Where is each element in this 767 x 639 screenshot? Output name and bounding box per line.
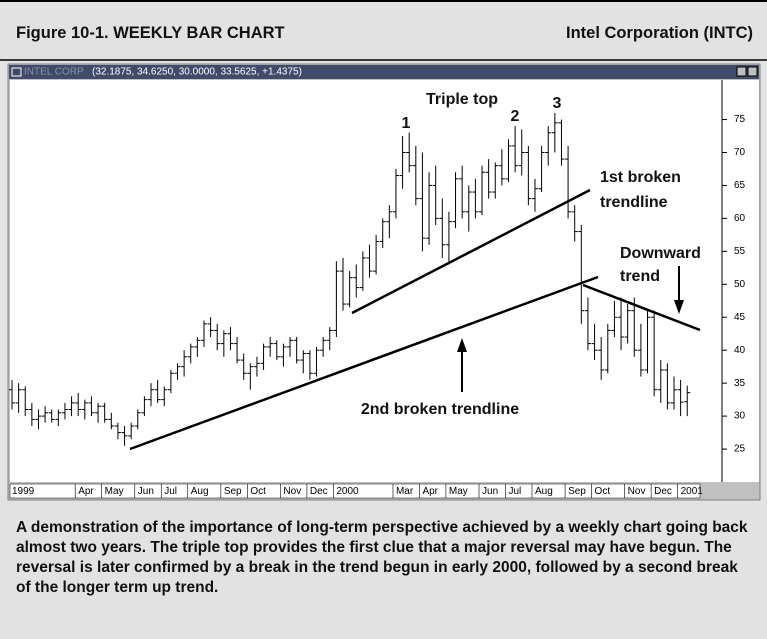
x-tick-label: Apr [422, 486, 438, 497]
x-tick-label: Sep [224, 486, 242, 497]
trendline [351, 188, 591, 315]
plot-area [10, 80, 722, 482]
y-tick-label: 30 [734, 411, 746, 422]
x-tick-label: Apr [78, 486, 94, 497]
x-tick-label: Mar [396, 486, 414, 497]
y-tick-label: 45 [734, 312, 746, 323]
window-button[interactable] [736, 66, 747, 77]
x-tick-label: May [449, 486, 468, 497]
x-tick-label: Jun [482, 486, 498, 497]
annotation: Downward [620, 245, 701, 262]
x-axis-area [9, 483, 701, 499]
y-axis-area [722, 80, 759, 482]
annotation: trendline [600, 194, 668, 211]
x-tick-label: Dec [654, 486, 672, 497]
annotation: 1 [402, 115, 411, 132]
company-title: Intel Corporation (INTC) [566, 24, 753, 42]
x-tick-label: Dec [310, 486, 328, 497]
x-tick-label: Nov [628, 486, 646, 497]
annotation: Triple top [426, 91, 498, 108]
x-tick-label: 1999 [12, 486, 35, 497]
x-tick-label: Sep [568, 486, 586, 497]
y-tick-label: 40 [734, 345, 746, 356]
x-tick-label: Jun [138, 486, 154, 497]
window [7, 63, 761, 501]
arrow-head [457, 338, 467, 352]
window-button[interactable] [747, 66, 758, 77]
y-tick-label: 50 [734, 279, 746, 290]
y-tick-label: 60 [734, 213, 746, 224]
caption: A demonstration of the importance of lon… [16, 519, 748, 596]
trendline [582, 283, 701, 332]
x-tick-label: Nov [283, 486, 301, 497]
arrow-head [674, 300, 684, 314]
annotation: 2nd broken trendline [361, 401, 519, 418]
annotation: 2 [511, 108, 520, 125]
y-tick-label: 65 [734, 180, 746, 191]
trendline [129, 275, 599, 451]
annotation: trend [620, 268, 660, 285]
x-tick-label: Jul [509, 486, 522, 497]
figure-title: Figure 10-1. WEEKLY BAR CHART [16, 24, 285, 42]
y-tick-label: 70 [734, 147, 746, 158]
x-tick-label: May [105, 486, 124, 497]
x-tick-label: Jul [164, 486, 177, 497]
window-titlebar [9, 65, 759, 79]
annotation: 1st broken [600, 169, 681, 186]
y-tick-label: 25 [734, 444, 746, 455]
x-tick-label: Oct [250, 486, 266, 497]
trendlines [129, 188, 701, 451]
window-quote: (32.1875, 34.6250, 30.0000, 33.5625, +1.… [92, 67, 302, 78]
window-title: INTEL CORP [24, 67, 84, 78]
x-tick-label: Aug [535, 486, 553, 497]
y-tick-label: 55 [734, 246, 746, 257]
window-icon [11, 67, 22, 77]
x-tick-label: 2000 [336, 486, 359, 497]
x-tick-label: Aug [191, 486, 209, 497]
x-tick-label: Oct [595, 486, 611, 497]
annotation: 3 [553, 95, 562, 112]
x-tick-label: 2001 [681, 486, 704, 497]
y-tick-label: 75 [734, 114, 746, 125]
y-tick-label: 35 [734, 378, 746, 389]
